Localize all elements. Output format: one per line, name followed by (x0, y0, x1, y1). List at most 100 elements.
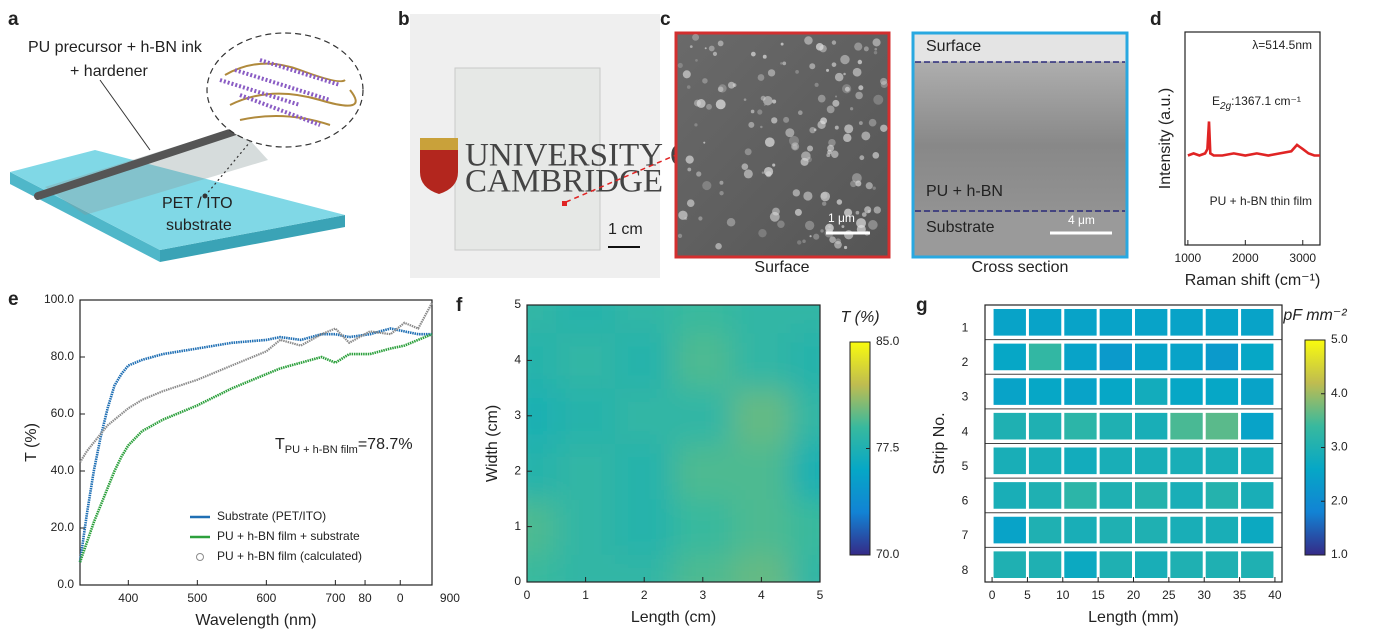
heatmap-cell (1135, 309, 1168, 336)
x-tick-label: 10 (1056, 588, 1070, 602)
texture-dot (718, 84, 727, 93)
texture-dot (750, 109, 755, 114)
annotation-part: =78.7% (358, 436, 413, 453)
texture-dot (687, 167, 692, 172)
texture-dot (852, 67, 862, 77)
heatmap-cell (1205, 378, 1239, 405)
y-tick-label: 3 (514, 408, 521, 422)
y-tick-label: 7 (962, 528, 969, 542)
colorbar-tick-label: 5.0 (1331, 332, 1348, 346)
logo-text: CAMBRIDGE (465, 164, 663, 200)
heatmap-cell (1099, 516, 1132, 544)
texture-dot (829, 236, 836, 243)
heatmap-cell (1135, 412, 1168, 440)
texture-dot (761, 171, 765, 174)
texture-dot (794, 208, 802, 216)
heatmap-cell (1170, 516, 1203, 544)
texture-dot (844, 124, 854, 134)
texture-dot (677, 233, 683, 239)
peak-label-sub: 2g (1219, 101, 1232, 112)
peak-label-part: E (1212, 94, 1220, 108)
heatmap-cell (1099, 447, 1132, 475)
texture-dot (834, 95, 838, 98)
heatmap-cell (1135, 482, 1168, 509)
heatmap-cell (1028, 482, 1062, 509)
x-tick-label: 30 (1198, 588, 1212, 602)
texture-dot (834, 72, 844, 82)
contour-cell (614, 305, 674, 334)
texture-dot (821, 201, 827, 206)
texture-dot (856, 218, 867, 229)
heatmap-cell (1099, 482, 1132, 509)
texture-dot (795, 70, 799, 74)
texture-dot (696, 171, 702, 177)
x-tick-label: 0 (397, 591, 404, 605)
x-tick-label: 600 (256, 591, 276, 605)
x-tick-label: 5 (1024, 588, 1031, 602)
heatmap-cell (1099, 378, 1132, 405)
texture-dot (844, 230, 854, 240)
texture-dot (841, 225, 845, 228)
texture-dot (809, 235, 812, 238)
texture-dot (763, 103, 766, 106)
contour-cell (732, 498, 792, 555)
heatmap-cell (1241, 378, 1274, 405)
heatmap-cell (993, 309, 1026, 336)
panel-label: a (8, 9, 19, 30)
scale-label: 1 cm (608, 221, 643, 238)
texture-dot (826, 105, 835, 114)
contour-cell (673, 498, 733, 555)
heatmap-cell (1099, 309, 1132, 336)
contour-cell (790, 443, 820, 500)
contour-cell (732, 305, 792, 334)
texture-dot (843, 245, 848, 250)
texture-dot (708, 45, 715, 52)
texture-dot (692, 33, 700, 41)
heatmap-cell (1135, 343, 1168, 371)
colorbar-tick-label: 1.0 (1331, 547, 1348, 561)
texture-dot (686, 199, 695, 207)
contour-field (527, 305, 820, 582)
texture-dot (858, 85, 864, 91)
contour-cell (790, 388, 820, 444)
heatmap-cell (1028, 551, 1062, 578)
texture-dot (855, 180, 862, 187)
heatmap-cell (1241, 516, 1274, 544)
texture-dot (872, 38, 881, 47)
texture-dot (715, 242, 722, 250)
heatmap-cell (1099, 412, 1132, 440)
caption: Surface (754, 259, 809, 276)
y-tick-label: 8 (962, 563, 969, 577)
heatmap-cell (1064, 551, 1097, 578)
texture-dot (777, 220, 785, 228)
colorbar-tick-label: 3.0 (1331, 440, 1348, 454)
texture-dot (782, 61, 787, 66)
y-tick-label: 1 (962, 320, 969, 334)
texture-dot (872, 186, 876, 190)
x-tick-label: 400 (118, 591, 138, 605)
contour-cell (790, 305, 820, 334)
heatmap-cell (1064, 447, 1097, 475)
scale-label: 4 μm (1068, 213, 1095, 227)
texture-dot (702, 181, 712, 191)
texture-dot (880, 124, 888, 132)
texture-dot (815, 43, 824, 51)
texture-dot (804, 36, 813, 45)
layer-label: Surface (926, 38, 981, 55)
hardener-label: + hardener (70, 63, 149, 80)
panel-label: d (1150, 9, 1162, 30)
heatmap-cell (1170, 447, 1203, 475)
heatmap-cell (1170, 343, 1203, 371)
texture-dot (693, 99, 701, 107)
x-tick-label: 40 (1268, 588, 1282, 602)
texture-dot (791, 142, 800, 151)
texture-dot (771, 117, 778, 124)
texture-dot (741, 163, 749, 170)
y-tick-label: 80.0 (51, 349, 75, 363)
heatmap-cell (1028, 516, 1062, 544)
texture-dot (727, 81, 735, 89)
contour-cell (732, 388, 792, 444)
legend-label: PU + h-BN film (calculated) (217, 549, 362, 563)
x-tick-label: 2 (641, 588, 648, 602)
